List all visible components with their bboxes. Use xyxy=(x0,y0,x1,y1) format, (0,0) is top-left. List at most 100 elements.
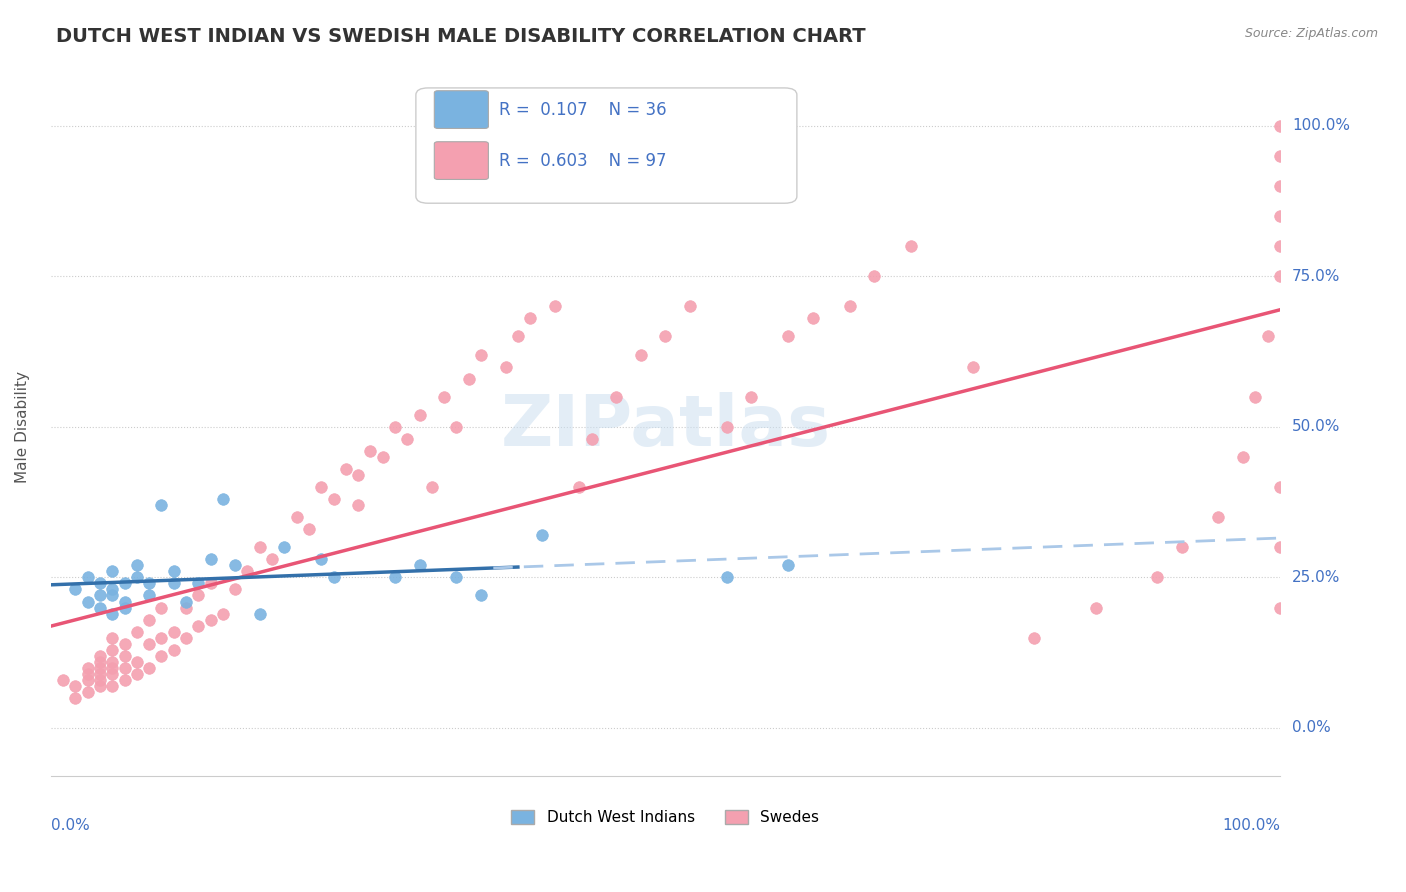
Point xyxy=(384,419,406,434)
Point xyxy=(740,390,762,404)
Point xyxy=(114,576,136,591)
Point xyxy=(249,541,271,555)
Point xyxy=(114,648,136,663)
Point xyxy=(863,269,886,284)
Point xyxy=(1268,119,1291,133)
Point xyxy=(371,450,394,464)
Point xyxy=(1268,209,1291,223)
Point xyxy=(125,666,148,681)
Point xyxy=(322,570,344,584)
Point xyxy=(163,642,186,657)
Point xyxy=(249,607,271,621)
Point xyxy=(138,589,160,603)
Point xyxy=(224,558,246,573)
Point xyxy=(125,624,148,639)
Point xyxy=(76,594,98,608)
Point xyxy=(89,589,111,603)
Point xyxy=(138,576,160,591)
Point xyxy=(174,631,197,645)
Point xyxy=(285,510,308,524)
Point xyxy=(236,565,259,579)
Point xyxy=(654,329,676,343)
Point xyxy=(1257,329,1279,343)
Point xyxy=(495,359,517,374)
FancyBboxPatch shape xyxy=(434,142,488,179)
Point xyxy=(273,541,295,555)
Point xyxy=(1268,149,1291,163)
Text: 75.0%: 75.0% xyxy=(1292,268,1340,284)
Point xyxy=(1146,570,1168,584)
Point xyxy=(1170,541,1192,555)
Point xyxy=(187,576,209,591)
Point xyxy=(778,558,800,573)
Point xyxy=(52,673,75,687)
Point xyxy=(1268,269,1291,284)
Point xyxy=(138,637,160,651)
Point xyxy=(568,480,591,494)
Point xyxy=(187,618,209,632)
Point xyxy=(138,613,160,627)
Text: Source: ZipAtlas.com: Source: ZipAtlas.com xyxy=(1244,27,1378,40)
Point xyxy=(420,480,443,494)
Point xyxy=(114,594,136,608)
Point xyxy=(76,685,98,699)
Point xyxy=(1268,600,1291,615)
Point xyxy=(101,642,124,657)
Point xyxy=(150,600,173,615)
Point xyxy=(347,498,370,512)
Point xyxy=(900,239,922,253)
Point xyxy=(101,582,124,597)
Point xyxy=(212,607,235,621)
Point xyxy=(101,655,124,669)
Point xyxy=(716,570,738,584)
Point xyxy=(470,589,492,603)
Point xyxy=(212,492,235,507)
Point xyxy=(89,600,111,615)
Point xyxy=(716,419,738,434)
Point xyxy=(1268,480,1291,494)
Point xyxy=(174,600,197,615)
Point xyxy=(359,444,381,458)
Legend: Dutch West Indians, Swedes: Dutch West Indians, Swedes xyxy=(505,805,825,831)
Point xyxy=(200,552,222,566)
Point xyxy=(101,565,124,579)
Point xyxy=(200,576,222,591)
Point xyxy=(200,613,222,627)
Point xyxy=(679,299,702,313)
Text: 25.0%: 25.0% xyxy=(1292,570,1340,585)
Point xyxy=(262,552,284,566)
Point xyxy=(408,408,430,422)
FancyBboxPatch shape xyxy=(434,91,488,128)
Point xyxy=(544,299,567,313)
Point xyxy=(506,329,529,343)
Point xyxy=(408,558,430,573)
Point xyxy=(1268,178,1291,193)
Point xyxy=(396,432,419,446)
Point xyxy=(89,655,111,669)
Point xyxy=(335,462,357,476)
Point xyxy=(1022,631,1045,645)
Text: DUTCH WEST INDIAN VS SWEDISH MALE DISABILITY CORRELATION CHART: DUTCH WEST INDIAN VS SWEDISH MALE DISABI… xyxy=(56,27,866,45)
Point xyxy=(89,679,111,693)
Point xyxy=(138,661,160,675)
Text: 100.0%: 100.0% xyxy=(1292,118,1350,133)
Text: ZIPatlas: ZIPatlas xyxy=(501,392,831,461)
Point xyxy=(174,594,197,608)
Point xyxy=(224,582,246,597)
Point xyxy=(89,661,111,675)
Point xyxy=(531,528,554,542)
Point xyxy=(1084,600,1107,615)
Point xyxy=(125,570,148,584)
Point xyxy=(446,570,468,584)
Point xyxy=(457,371,479,385)
Point xyxy=(778,329,800,343)
Point xyxy=(309,552,332,566)
Point xyxy=(89,673,111,687)
Text: 50.0%: 50.0% xyxy=(1292,419,1340,434)
Point xyxy=(76,570,98,584)
Text: R =  0.107    N = 36: R = 0.107 N = 36 xyxy=(499,101,666,119)
Text: 100.0%: 100.0% xyxy=(1222,818,1279,833)
Point xyxy=(76,661,98,675)
Point xyxy=(114,637,136,651)
FancyBboxPatch shape xyxy=(416,88,797,203)
